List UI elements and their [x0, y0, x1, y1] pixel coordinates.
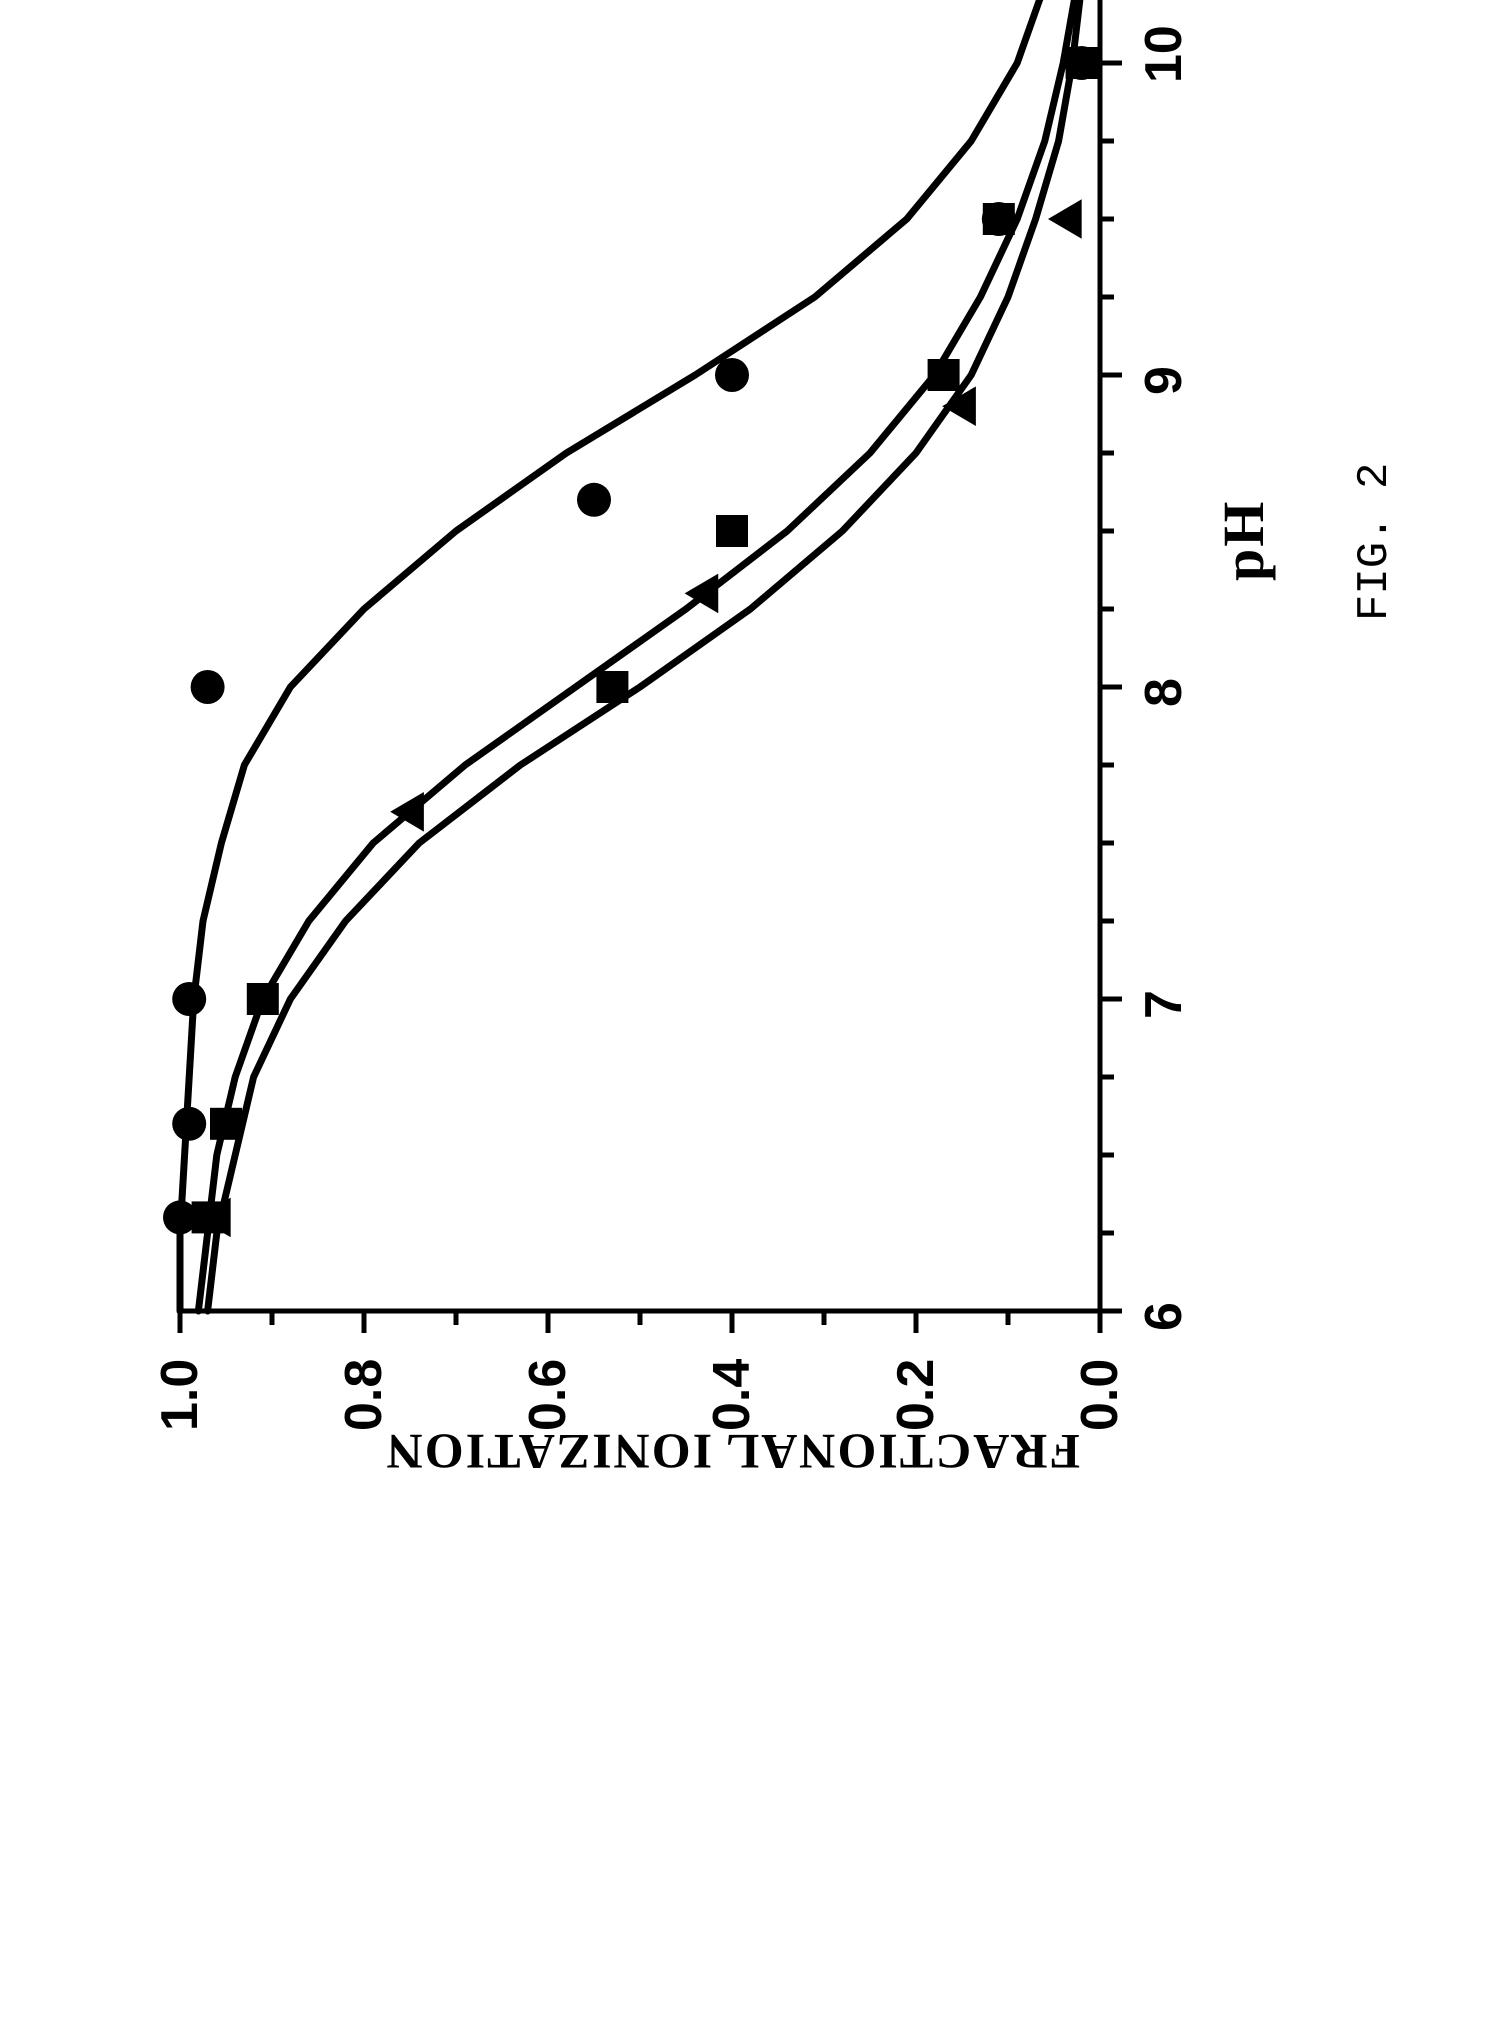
series-circle-marker: [715, 358, 749, 392]
series-square-marker: [928, 359, 960, 391]
series-square-marker: [596, 671, 628, 703]
series-square-marker: [247, 983, 279, 1015]
figure-caption: FIG. 2: [1350, 463, 1400, 621]
y-tick-label: 0.8: [334, 1359, 394, 1431]
series-circle-marker: [577, 483, 611, 517]
series-circle-marker: [172, 1107, 206, 1141]
curve-triangle: [198, 0, 1091, 1311]
curve-square: [208, 0, 1094, 1311]
y-axis-label: FRACTIONAL IONIZATION: [385, 1423, 1080, 1481]
series-square-marker: [1066, 47, 1098, 79]
x-tick-label: 6: [1134, 1302, 1194, 1331]
series-circle-marker: [172, 982, 206, 1016]
series-circle-marker: [191, 670, 225, 704]
series-square-marker: [983, 203, 1015, 235]
curve-circle: [180, 0, 1086, 1311]
series-triangle-marker: [1048, 199, 1082, 239]
series-square-marker: [716, 515, 748, 547]
y-tick-label: 0.2: [886, 1359, 946, 1431]
rotated-container: FRACTIONAL IONIZATION pH FIG. 2 67891011…: [0, 0, 1511, 1511]
y-tick-label: 0.6: [518, 1359, 578, 1431]
y-tick-label: 0.4: [702, 1359, 762, 1431]
x-axis-label: pH: [1210, 500, 1277, 581]
x-tick-label: 8: [1134, 678, 1194, 707]
y-tick-label: 1.0: [150, 1359, 210, 1431]
chart-svg: [180, 0, 1140, 1311]
series-square-marker: [210, 1108, 242, 1140]
x-tick-label: 10: [1134, 25, 1194, 83]
x-tick-label: 7: [1134, 990, 1194, 1019]
y-tick-label: 0.0: [1070, 1359, 1130, 1431]
x-tick-label: 9: [1134, 366, 1194, 395]
